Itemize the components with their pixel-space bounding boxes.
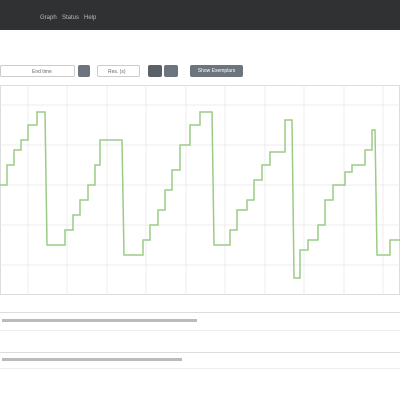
nav-item[interactable]: Status bbox=[62, 15, 80, 21]
stacked-toggle[interactable] bbox=[148, 65, 162, 77]
button-label: Show Exemplars bbox=[197, 68, 236, 74]
exemplars-button[interactable]: Show Exemplars bbox=[190, 65, 243, 77]
end-time-input[interactable]: End time bbox=[0, 65, 75, 77]
legend-row bbox=[0, 368, 400, 369]
series-line bbox=[0, 111, 400, 279]
resolution-input[interactable]: Res. (s) bbox=[97, 65, 140, 77]
legend-row bbox=[0, 330, 400, 331]
legend-row bbox=[0, 312, 400, 322]
nav-item[interactable]: Help bbox=[84, 15, 97, 21]
line-toggle[interactable] bbox=[164, 65, 178, 77]
legend-text bbox=[2, 358, 182, 361]
legend-text bbox=[2, 319, 197, 322]
navbar: Graph Status Help bbox=[0, 0, 400, 30]
time-button[interactable] bbox=[78, 65, 90, 77]
placeholder: End time bbox=[32, 69, 52, 75]
nav-item[interactable]: Graph bbox=[40, 15, 57, 21]
placeholder: Res. (s) bbox=[108, 69, 126, 75]
graph bbox=[0, 85, 400, 295]
legend-row bbox=[0, 352, 400, 361]
